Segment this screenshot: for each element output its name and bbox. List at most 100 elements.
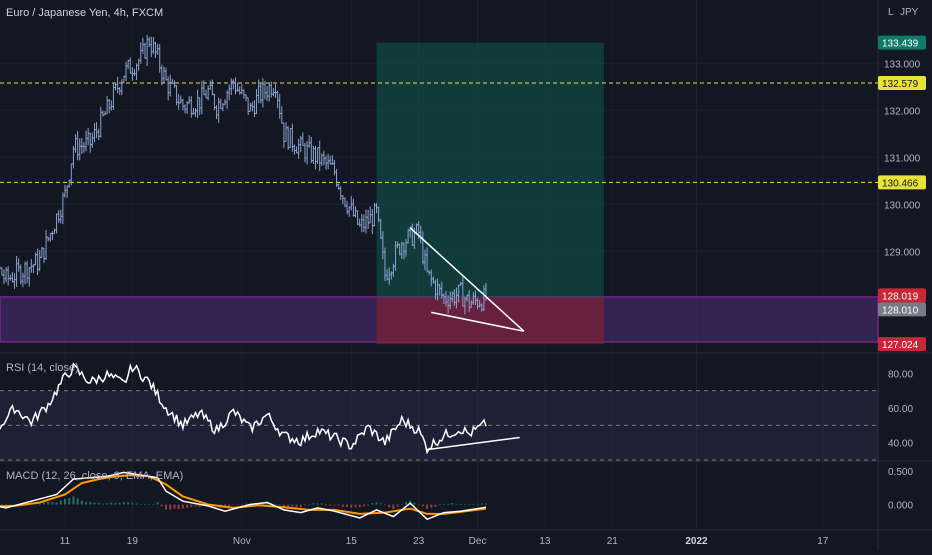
drawings[interactable] — [409, 227, 525, 332]
price-tick-label: 129.000 — [884, 247, 921, 258]
macd-histogram-bar — [59, 500, 62, 505]
time-tick-label: 19 — [127, 536, 139, 547]
macd-histogram-bar — [472, 503, 475, 505]
macd-histogram-bar — [47, 501, 50, 505]
macd-histogram-bar — [350, 504, 353, 508]
rsi-tick-label: 60.00 — [888, 404, 913, 415]
macd-histogram-bar — [186, 504, 189, 508]
target-zone[interactable] — [376, 42, 604, 298]
macd-histogram-bar — [480, 503, 483, 505]
symbol-title: Euro / Japanese Yen, 4h, FXCM — [6, 7, 163, 19]
rsi-trendline[interactable] — [426, 436, 520, 451]
macd-histogram-bar — [417, 504, 420, 506]
macd-tick-label: 0.500 — [888, 467, 913, 478]
macd-histogram-bar — [325, 504, 328, 506]
macd-histogram-bar — [51, 502, 54, 505]
price-tick-label: 132.000 — [884, 106, 921, 117]
log-scale-toggle[interactable]: L — [888, 7, 894, 18]
price-badge: 127.024 — [878, 337, 926, 352]
macd-histogram-bar — [156, 502, 159, 505]
macd-histogram-bar — [447, 504, 450, 505]
price-badge-label: 133.439 — [882, 39, 919, 50]
macd-histogram-bar — [274, 504, 277, 505]
wedge-upper-line[interactable] — [409, 227, 525, 332]
macd-histogram-bar — [110, 502, 113, 505]
rsi-pane — [0, 362, 878, 461]
macd-histogram-bar — [198, 504, 201, 508]
macd-histogram-bar — [194, 504, 197, 507]
macd-histogram-bar — [190, 504, 193, 508]
macd-histogram-bar — [396, 504, 399, 507]
macd-histogram-bar — [64, 498, 66, 505]
currency-label[interactable]: JPY — [900, 7, 919, 18]
price-badge-bg — [878, 337, 926, 352]
zones — [0, 42, 879, 345]
price-badge: 133.439 — [878, 35, 926, 50]
time-tick-label: 17 — [817, 536, 829, 547]
macd-histogram-bar — [476, 503, 479, 505]
macd-histogram-bar — [371, 503, 374, 505]
macd-histogram-bar — [122, 501, 125, 505]
macd-histogram-bar — [287, 504, 290, 507]
macd-histogram-bar — [383, 504, 386, 506]
macd-histogram-bar — [451, 503, 454, 505]
macd-histogram-bar — [0, 504, 3, 506]
macd-histogram-bar — [379, 503, 382, 505]
macd-histogram-bar — [152, 504, 155, 505]
time-tick-label: Dec — [469, 536, 487, 547]
macd-histogram-bar — [97, 502, 100, 505]
price-tick-label: 131.000 — [884, 153, 921, 164]
macd-histogram-bar — [400, 504, 403, 506]
macd-pane — [0, 471, 487, 521]
price-badge-label: 128.010 — [882, 305, 919, 316]
macd-histogram-bar — [303, 504, 306, 506]
macd-histogram-bar — [135, 503, 138, 505]
macd-histogram-bar — [375, 502, 378, 505]
macd-histogram-bar — [455, 503, 458, 505]
macd-histogram-bar — [85, 501, 88, 505]
rsi-tick-label: 80.00 — [888, 369, 913, 380]
macd-title: MACD (12, 26, close, 9, EMA, EMA) — [6, 470, 183, 482]
macd-histogram-bar — [72, 496, 75, 505]
price-badge-bg — [878, 302, 926, 317]
rsi-line — [0, 362, 487, 455]
price-badge-label: 130.466 — [882, 178, 919, 189]
macd-histogram-bar — [320, 503, 323, 505]
macd-histogram-bar — [55, 502, 58, 505]
price-badge: 128.010 — [878, 302, 926, 317]
macd-histogram-bar — [181, 504, 184, 509]
macd-histogram-bar — [143, 503, 146, 505]
macd-histogram-bar — [165, 504, 168, 510]
price-badge: 132.579 — [878, 76, 926, 91]
horizontal-levels — [0, 82, 878, 183]
macd-histogram-bar — [42, 502, 45, 505]
stop-zone[interactable] — [376, 297, 604, 345]
price-badge-label: 127.024 — [882, 340, 919, 351]
macd-histogram-bar — [346, 504, 349, 507]
macd-histogram-bar — [308, 504, 311, 506]
macd-histogram-bar — [101, 503, 104, 505]
macd-histogram-bar — [232, 504, 235, 506]
price-badge-bg — [878, 175, 926, 190]
rsi-tick-label: 40.00 — [888, 439, 913, 450]
macd-histogram-bar — [358, 504, 361, 508]
time-tick-label: 21 — [607, 536, 619, 547]
price-tick-label: 133.000 — [884, 59, 921, 70]
rsi-title: RSI (14, close) — [6, 362, 79, 374]
price-badge-bg — [878, 288, 926, 303]
macd-histogram-bar — [173, 504, 176, 509]
macd-histogram-bar — [459, 504, 462, 505]
axes: 133.439 132.579 130.466 128.019 128.010 127.0… — [60, 35, 926, 547]
macd-histogram-bar — [9, 504, 12, 506]
time-tick-label: 23 — [413, 536, 425, 547]
macd-histogram-bar — [485, 503, 487, 505]
price-badge-label: 132.579 — [882, 79, 919, 90]
macd-histogram-bar — [333, 504, 336, 506]
macd-histogram-bar — [430, 504, 433, 508]
macd-histogram-bar — [392, 504, 395, 510]
macd-histogram-bar — [438, 504, 441, 506]
wedge-lower-line[interactable] — [431, 311, 525, 332]
macd-histogram-bar — [337, 504, 340, 506]
macd-histogram-bar — [282, 504, 285, 507]
